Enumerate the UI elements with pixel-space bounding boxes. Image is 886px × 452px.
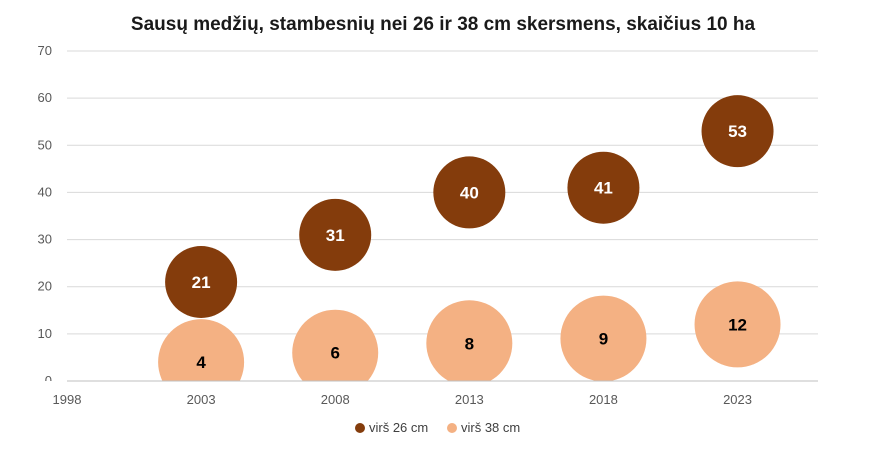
legend-label: virš 38 cm [461, 420, 520, 435]
y-tick-label: 20 [38, 279, 52, 294]
bubble-point [433, 156, 506, 229]
legend-swatch [447, 423, 457, 433]
y-tick-label: 30 [38, 232, 52, 247]
legend-item: virš 26 cm [355, 420, 428, 435]
bubble-point [560, 295, 647, 382]
y-tick-label: 40 [38, 184, 52, 199]
x-tick-label: 2008 [321, 392, 350, 407]
legend-label: virš 26 cm [369, 420, 428, 435]
bubble-point [701, 95, 774, 168]
data-label: 6 [330, 344, 339, 363]
bubble-point [165, 246, 238, 318]
x-tick-label: 2013 [455, 392, 484, 407]
data-label: 53 [728, 122, 747, 141]
bubble-point [567, 151, 640, 224]
chart-title: Sausų medžių, stambesnių nei 26 ir 38 cm… [130, 14, 756, 35]
data-label: 40 [460, 183, 479, 202]
data-label: 8 [465, 334, 474, 353]
bubble-point [426, 300, 513, 387]
x-tick-label: 1998 [53, 392, 82, 407]
bubble-point [299, 198, 372, 271]
data-label: 41 [594, 179, 613, 198]
x-tick-label: 2018 [589, 392, 618, 407]
axis-mask [0, 381, 886, 452]
legend-swatch [355, 423, 365, 433]
data-label: 31 [326, 226, 345, 245]
data-label: 12 [728, 315, 747, 334]
data-label: 21 [192, 273, 211, 292]
y-tick-label: 60 [38, 90, 52, 105]
data-label: 4 [196, 353, 206, 372]
data-label: 9 [599, 330, 608, 349]
bubble-point [292, 309, 379, 396]
y-tick-label: 10 [38, 326, 52, 341]
legend-item: virš 38 cm [447, 420, 520, 435]
y-tick-label: 50 [38, 137, 52, 152]
y-tick-label: 70 [38, 43, 52, 58]
bubble-point [694, 281, 781, 368]
x-tick-label: 2023 [723, 392, 752, 407]
y-tick-label: 0 [45, 373, 52, 388]
x-tick-label: 2003 [187, 392, 216, 407]
